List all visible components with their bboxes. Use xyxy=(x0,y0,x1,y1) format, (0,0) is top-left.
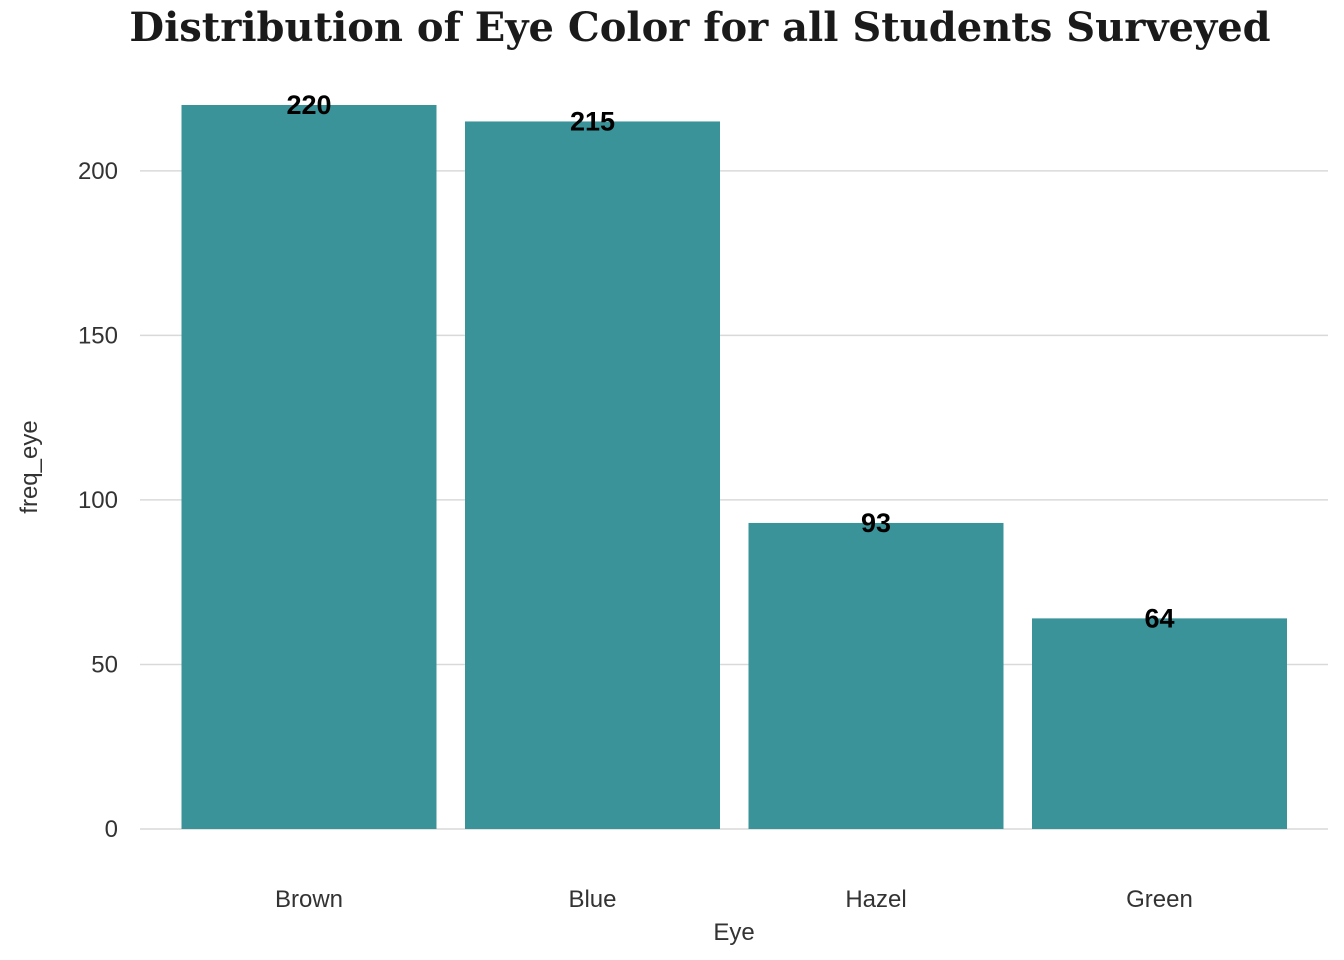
bar-green xyxy=(1032,618,1287,829)
x-tick-label: Blue xyxy=(568,886,616,913)
y-axis-title: freq_eye xyxy=(16,420,43,513)
y-tick-label: 100 xyxy=(78,487,118,514)
x-tick-label: Brown xyxy=(275,886,343,913)
data-labels: 220 215 93 64 xyxy=(286,90,1174,633)
data-label-green: 64 xyxy=(1144,603,1174,633)
y-axis-ticks: 0 50 100 150 200 xyxy=(78,158,118,843)
x-axis-ticks: Brown Blue Hazel Green xyxy=(275,886,1193,913)
y-tick-label: 50 xyxy=(91,651,118,678)
x-axis-title: Eye xyxy=(713,919,754,946)
y-tick-label: 150 xyxy=(78,322,118,349)
y-tick-label: 0 xyxy=(105,816,118,843)
bar-blue xyxy=(465,121,720,830)
data-label-brown: 220 xyxy=(286,90,331,120)
data-label-blue: 215 xyxy=(570,106,615,136)
bar-hazel xyxy=(748,522,1004,829)
chart-title: Distribution of Eye Color for all Studen… xyxy=(129,4,1271,51)
bars xyxy=(181,105,1287,830)
x-tick-label: Green xyxy=(1126,886,1193,913)
bar-brown xyxy=(181,105,437,829)
data-label-hazel: 93 xyxy=(861,508,891,538)
y-tick-label: 200 xyxy=(78,158,118,185)
x-tick-label: Hazel xyxy=(845,886,906,913)
